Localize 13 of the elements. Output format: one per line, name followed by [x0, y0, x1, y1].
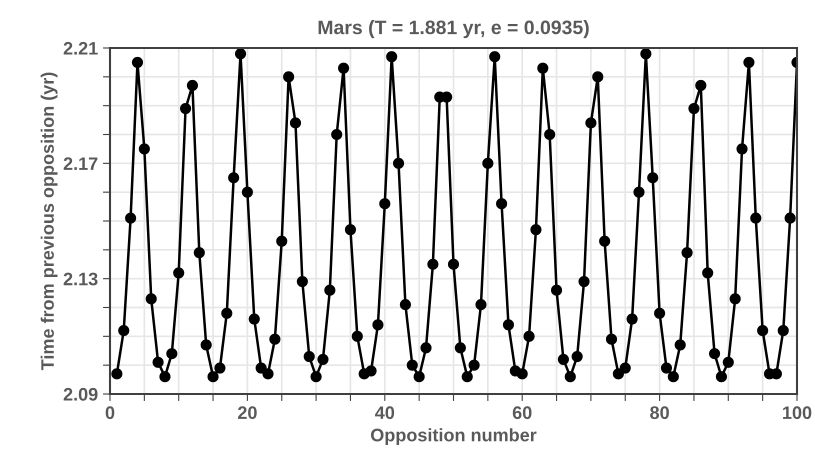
x-tick-label: 40 — [375, 406, 394, 420]
x-tick-label: 60 — [512, 406, 532, 420]
x-tick-label: 80 — [650, 406, 669, 420]
x-tick-label: 0 — [106, 406, 114, 420]
y-tick-label: 2.13 — [64, 272, 98, 286]
y-axis-title: Time from previous opposition (yr) — [40, 72, 58, 370]
chart-title: Mars (T = 1.881 yr, e = 0.0935) — [318, 20, 589, 38]
y-tick-label: 2.21 — [64, 42, 98, 55]
x-axis-title: Opposition number — [370, 428, 536, 446]
y-tick-label: 2.09 — [64, 388, 98, 401]
x-tick-label: 100 — [783, 406, 812, 420]
x-tick-label: 20 — [238, 406, 257, 420]
y-tick-label: 2.17 — [64, 157, 98, 170]
